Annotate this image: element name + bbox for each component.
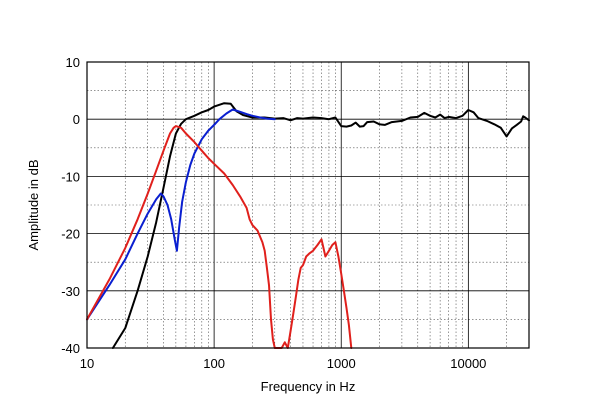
x-tick-labels: 10 100 1000 10000 — [80, 356, 487, 371]
x-tick-label: 1000 — [327, 356, 356, 371]
y-tick-label: -10 — [61, 169, 80, 184]
y-tick-label: -40 — [61, 341, 80, 356]
plot-frame — [86, 61, 530, 349]
y-tick-label: 10 — [66, 55, 80, 70]
y-tick-label: 0 — [73, 112, 80, 127]
y-axis-title: Amplitude in dB — [26, 159, 41, 250]
series-layer — [86, 102, 530, 349]
y-tick-labels: 10 0 -10 -20 -30 -40 — [61, 55, 80, 356]
series-line-2 — [86, 108, 276, 321]
series-line-3 — [86, 125, 353, 349]
x-tick-label: 10000 — [450, 356, 486, 371]
y-tick-label: -30 — [61, 284, 80, 299]
major-gridlines — [87, 62, 529, 348]
y-tick-label: -20 — [61, 227, 80, 242]
x-axis-title: Frequency in Hz — [261, 379, 356, 394]
minor-gridlines — [87, 62, 529, 348]
x-tick-label: 100 — [203, 356, 225, 371]
series-line-1 — [111, 102, 530, 349]
x-tick-label: 10 — [80, 356, 94, 371]
